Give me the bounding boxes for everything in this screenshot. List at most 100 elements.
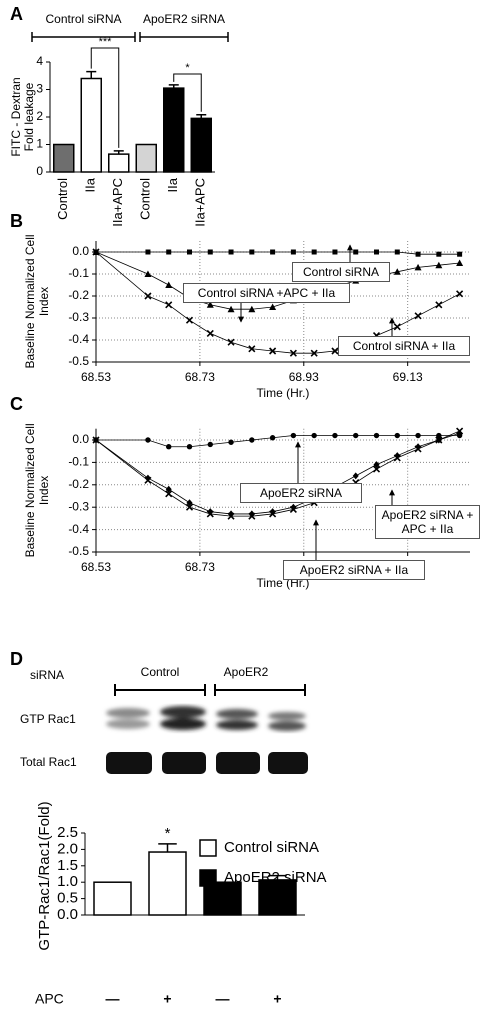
x-tick-label: 68.73	[185, 370, 215, 384]
series-line	[96, 435, 460, 448]
marker	[435, 261, 443, 269]
marker	[393, 323, 401, 331]
marker	[353, 249, 359, 255]
group-label: Control siRNA	[45, 12, 121, 26]
y-tick-label: -0.3	[68, 310, 89, 324]
marker	[269, 303, 277, 310]
marker	[331, 347, 339, 355]
marker	[144, 270, 152, 277]
marker	[414, 312, 422, 320]
marker	[435, 301, 443, 309]
marker	[373, 461, 380, 469]
y-tick-label: 0.5	[57, 890, 78, 907]
marker	[457, 251, 463, 257]
marker	[206, 301, 214, 308]
bar	[93, 881, 132, 916]
y-tick-label: 1.0	[57, 873, 78, 890]
y-tick-label: -0.3	[68, 499, 89, 513]
y-axis-label: Index	[37, 476, 51, 505]
marker	[269, 510, 277, 518]
x-tick-label: 69.13	[393, 370, 423, 384]
marker	[373, 432, 380, 439]
blot-group: ApoER2	[224, 665, 269, 679]
legend-swatch	[199, 869, 217, 887]
bar	[148, 851, 187, 916]
marker	[393, 268, 401, 275]
significance-bracket	[90, 47, 120, 148]
marker	[456, 259, 464, 266]
y-tick-label: 3	[36, 82, 43, 96]
y-tick-label: -0.1	[68, 266, 89, 280]
bar	[53, 143, 75, 173]
x-tick-label: —	[106, 991, 120, 1007]
series-line	[95, 430, 460, 517]
blot-header: siRNA	[30, 668, 64, 682]
bar	[258, 879, 297, 916]
significance: ***	[99, 36, 113, 48]
marker	[227, 512, 235, 520]
marker	[436, 432, 442, 439]
bar	[203, 881, 242, 916]
annotation-box: ApoER2 siRNA	[240, 483, 362, 503]
marker	[249, 437, 255, 443]
marker	[248, 345, 256, 353]
y-tick-label: 1.5	[57, 857, 78, 874]
marker	[393, 454, 401, 462]
y-tick-label: -0.2	[68, 477, 89, 491]
blot-brackets	[114, 684, 306, 696]
x-tick-label: Control	[138, 178, 153, 220]
marker	[394, 432, 400, 439]
y-tick-label: -0.4	[68, 522, 89, 536]
marker	[415, 432, 421, 439]
group-bracket	[139, 32, 229, 42]
marker	[145, 249, 151, 255]
marker	[187, 249, 192, 255]
y-axis-label: Index	[37, 287, 51, 316]
y-tick-label: 2	[36, 109, 43, 123]
marker	[227, 338, 235, 346]
bar	[80, 77, 102, 173]
marker	[227, 305, 235, 313]
error-bar	[168, 84, 179, 89]
error-bar	[196, 114, 207, 119]
panel-letter: B	[10, 211, 23, 231]
marker	[456, 290, 464, 298]
annotation-box: ApoER2 siRNA + APC + IIa	[375, 505, 480, 539]
x-tick-label: 68.53	[81, 370, 111, 384]
marker	[310, 349, 318, 357]
bar	[108, 153, 130, 173]
group-bracket	[31, 32, 136, 42]
marker	[456, 427, 464, 435]
marker	[145, 437, 151, 443]
y-axis-label: Baseline Normalized Cell	[23, 423, 37, 557]
marker	[144, 476, 152, 484]
significance: *	[185, 62, 190, 74]
x-axis-label: Time (Hr.)	[257, 386, 310, 400]
y-tick-label: 4	[36, 54, 43, 68]
blot-bands	[106, 706, 306, 731]
marker	[435, 436, 443, 444]
marker	[92, 248, 100, 256]
marker	[289, 505, 297, 514]
legend-swatch	[199, 839, 217, 857]
error-bar	[86, 70, 97, 79]
legend-label: ApoER2 siRNA	[224, 869, 327, 886]
y-axis-label: FITC - Dextran	[9, 77, 23, 156]
panel-letter: A	[10, 4, 23, 24]
marker	[207, 249, 213, 255]
x-tick-label: +	[273, 991, 281, 1007]
y-tick-label: -0.1	[68, 455, 89, 469]
y-tick-label: 0.0	[72, 432, 89, 446]
x-tick-label: —	[216, 991, 230, 1007]
bar	[163, 87, 185, 173]
marker	[166, 444, 172, 450]
marker	[414, 445, 422, 453]
marker	[289, 349, 297, 357]
marker	[352, 472, 359, 480]
marker	[394, 249, 400, 255]
x-tick-label: Control	[55, 178, 70, 220]
x-tick-label: +	[163, 991, 171, 1007]
error-bar	[268, 874, 287, 880]
marker	[270, 249, 276, 255]
